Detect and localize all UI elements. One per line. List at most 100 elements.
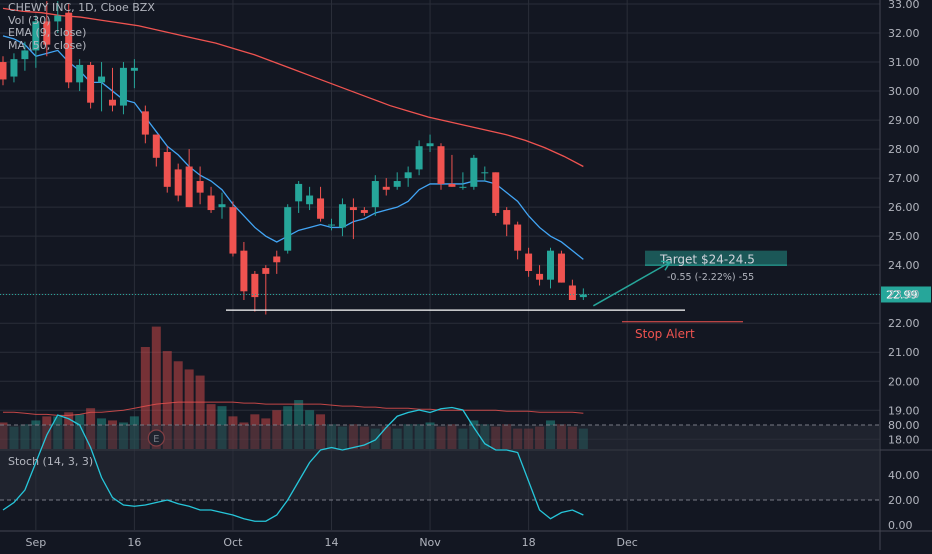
candle-body (76, 64, 84, 83)
volume-bar (195, 375, 205, 449)
time-tick-label: 16 (127, 536, 141, 549)
candle (492, 172, 500, 216)
stoch-tick-label: 20.00 (888, 494, 920, 507)
time-axis: Sep 16 Oct 14 Nov 18 Dec (25, 536, 637, 549)
candle (229, 201, 237, 257)
volume-bar (162, 351, 172, 449)
candle-body (404, 172, 412, 179)
candle (130, 59, 138, 89)
candle (163, 146, 171, 193)
candle-body (382, 186, 390, 190)
candle-body (371, 181, 379, 208)
candle (349, 198, 357, 240)
symbol-legend[interactable]: CHEWY INC, 1D, Cboe BZX (8, 1, 155, 14)
time-tick-label: Dec (617, 536, 638, 549)
time-tick-label: 14 (325, 536, 339, 549)
candle-body (21, 50, 29, 60)
candle-body (10, 59, 18, 77)
stoch-band (0, 425, 880, 500)
candle-body (119, 67, 127, 106)
candle-body (54, 15, 62, 22)
candle-body (568, 285, 576, 301)
candle-body (338, 204, 346, 228)
price-tick-label: 27.00 (888, 172, 920, 185)
candle (404, 166, 412, 187)
candle (262, 265, 270, 315)
candle-body (273, 256, 281, 263)
chart-legend: CHEWY INC, 1D, Cboe BZX Vol (30) EMA (9,… (8, 1, 155, 52)
candle-body (317, 198, 325, 219)
time-tick-label: Sep (25, 536, 46, 549)
candle (87, 62, 95, 109)
candle-body (98, 76, 106, 83)
stoch-tick-label: 0.00 (888, 519, 913, 532)
price-tick-label: 23.00 (888, 288, 920, 301)
last-price-tag (881, 286, 931, 303)
price-axis: 33.00 32.00 31.00 30.00 29.00 28.00 27.00 26.00… (888, 0, 920, 446)
candle-body (514, 224, 522, 251)
price-tick-label: 19.00 (888, 404, 920, 417)
stoch-line (2, 406, 584, 522)
candle (207, 186, 215, 213)
stoch-legend[interactable]: Stoch (14, 3, 3) (8, 455, 94, 468)
candle-body (481, 172, 489, 174)
candle-body (152, 134, 160, 158)
candle (514, 221, 522, 260)
candle (174, 163, 182, 202)
time-tick-label: 18 (522, 536, 536, 549)
candle-body (185, 166, 193, 208)
candle (306, 186, 314, 211)
volume-bar (294, 400, 304, 449)
stoch-tick-label: 80.00 (888, 419, 920, 432)
candle (328, 218, 335, 231)
candle-body (557, 253, 565, 283)
ma-50-line (2, 7, 584, 168)
candle-body (130, 67, 138, 71)
ema-legend[interactable]: EMA (9, close) (8, 26, 87, 39)
candle (273, 250, 281, 274)
candle-body (65, 12, 73, 83)
candle (382, 178, 390, 196)
candle (459, 172, 467, 190)
candle (21, 41, 29, 71)
candle-body (229, 207, 237, 254)
candle-body (525, 253, 533, 271)
candle (196, 166, 204, 205)
candle (218, 192, 226, 219)
price-tick-label: 33.00 (888, 0, 920, 11)
candle-body (109, 99, 116, 106)
candle-body (284, 207, 292, 251)
candle-body (492, 172, 500, 213)
candle-body (43, 21, 51, 45)
candle-body (295, 183, 303, 202)
candle (141, 105, 149, 144)
candle-body (207, 195, 215, 211)
candle (481, 166, 489, 182)
ma-legend[interactable]: MA (50, close) (8, 38, 87, 52)
candle-body (87, 64, 95, 103)
candle-body (251, 273, 259, 298)
candle-body (459, 186, 467, 188)
candle-body (240, 250, 248, 292)
candle (185, 149, 193, 208)
candle (557, 250, 565, 283)
candle-body (196, 181, 204, 193)
candle (109, 67, 116, 112)
volume-ma-line (3, 401, 584, 416)
price-tick-label: 29.00 (888, 114, 920, 127)
candle (579, 288, 587, 301)
volume-legend[interactable]: Vol (30) (8, 13, 51, 27)
candle (251, 270, 259, 312)
target-box (645, 250, 787, 266)
candle (448, 154, 456, 187)
candle-body (415, 146, 423, 170)
price-tick-label: 28.00 (888, 143, 920, 156)
candle-body (174, 169, 182, 196)
price-tick-label: 25.00 (888, 230, 920, 243)
price-tick-label: 31.00 (888, 56, 920, 69)
candle-body (470, 157, 478, 187)
volume-bar (184, 369, 194, 449)
candle-body (448, 183, 456, 187)
